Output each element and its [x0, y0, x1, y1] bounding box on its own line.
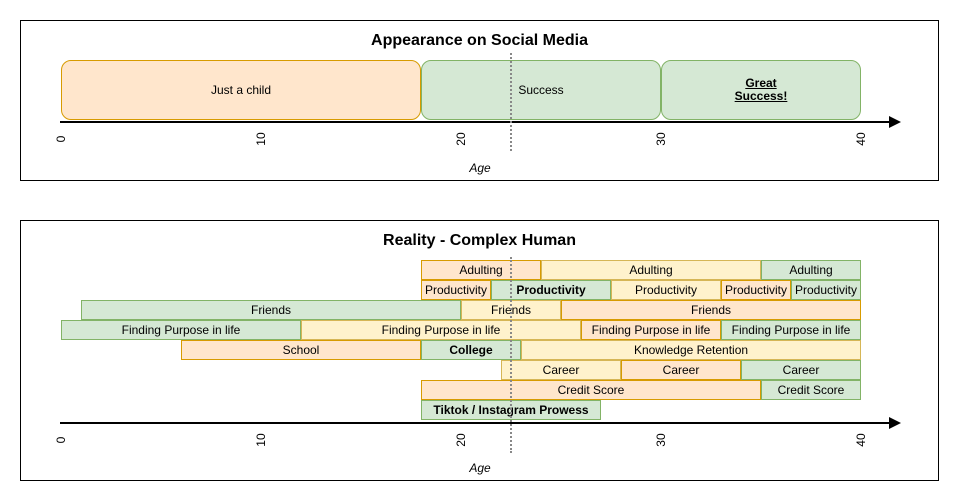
timeline-bar-friends: Friends — [561, 300, 861, 320]
timeline-bar-finding-purpose-in-life: Finding Purpose in life — [301, 320, 581, 340]
timeline-bar-finding-purpose-in-life: Finding Purpose in life — [721, 320, 861, 340]
current-age-marker — [510, 53, 512, 151]
panel-title: Appearance on Social Media — [371, 32, 588, 49]
bar-label: Productivity — [424, 282, 488, 297]
bar-label: Credit Score — [557, 382, 625, 397]
age-axis-line — [60, 121, 890, 123]
bar-label: Finding Purpose in life — [591, 322, 711, 337]
tick-label: 20 — [454, 132, 468, 146]
timeline-bar-finding-purpose-in-life: Finding Purpose in life — [61, 320, 301, 340]
axis-arrow-icon — [889, 417, 901, 429]
bar-label: Knowledge Retention — [633, 342, 749, 357]
bar-label: Finding Purpose in life — [381, 322, 501, 337]
tick-label: 10 — [254, 433, 268, 447]
bar-label: Tiktok / Instagram Prowess — [433, 402, 589, 417]
axis-arrow-icon — [889, 116, 901, 128]
timeline-bar-adulting: Adulting — [761, 260, 861, 280]
bar-label: Adulting — [789, 262, 833, 277]
bar-label: Friends — [690, 302, 731, 317]
bar-label: College — [449, 342, 493, 357]
bar-label: Finding Purpose in life — [121, 322, 241, 337]
tick-label: 0 — [54, 436, 68, 444]
timeline-bar-great-success: Great Success! — [661, 60, 861, 120]
timeline-bar-productivity: Productivity — [421, 280, 491, 300]
timeline-bar-productivity: Productivity — [791, 280, 861, 300]
bar-label: School — [282, 342, 320, 357]
bar-label: Career — [542, 362, 580, 377]
timeline-bar-career: Career — [501, 360, 621, 380]
timeline-bar-credit-score: Credit Score — [761, 380, 861, 400]
bar-label: Finding Purpose in life — [731, 322, 851, 337]
tick-label: 40 — [854, 433, 868, 447]
timeline-bar-finding-purpose-in-life: Finding Purpose in life — [581, 320, 721, 340]
bar-label: Productivity — [794, 282, 858, 297]
bar-label: Great Success! — [734, 76, 788, 103]
axis-label: Age — [469, 461, 491, 475]
timeline-bar-adulting: Adulting — [541, 260, 761, 280]
tick-label: 0 — [54, 135, 68, 143]
tick-label: 10 — [254, 132, 268, 146]
tick-label: 30 — [654, 132, 668, 146]
bar-label: Career — [782, 362, 820, 377]
bar-label: Productivity — [516, 282, 586, 297]
timeline-bar-friends: Friends — [81, 300, 461, 320]
tick-label: 20 — [454, 433, 468, 447]
bar-label: Career — [662, 362, 700, 377]
bar-label: Productivity — [724, 282, 788, 297]
timeline-bar-credit-score: Credit Score — [421, 380, 761, 400]
timeline-bar-college: College — [421, 340, 521, 360]
timeline-bar-just-a-child: Just a child — [61, 60, 421, 120]
tick-label: 40 — [854, 132, 868, 146]
current-age-marker — [510, 257, 512, 453]
timeline-bar-career: Career — [741, 360, 861, 380]
timeline-bar-knowledge-retention: Knowledge Retention — [521, 340, 861, 360]
timeline-bar-productivity: Productivity — [721, 280, 791, 300]
timeline-bar-career: Career — [621, 360, 741, 380]
bar-label: Success — [518, 82, 564, 97]
bar-label: Productivity — [634, 282, 698, 297]
bar-label: Friends — [250, 302, 291, 317]
timeline-bar-tiktok-instagram-prowess: Tiktok / Instagram Prowess — [421, 400, 601, 420]
bar-label: Just a child — [210, 82, 272, 97]
panel-title: Reality - Complex Human — [383, 232, 576, 249]
age-axis-line — [60, 422, 890, 424]
social-media-panel: Appearance on Social Media Just a child S… — [20, 20, 939, 181]
tick-label: 30 — [654, 433, 668, 447]
bar-label: Credit Score — [777, 382, 845, 397]
timeline-bar-success: Success — [421, 60, 661, 120]
timeline-bar-productivity: Productivity — [491, 280, 611, 300]
bar-label: Adulting — [459, 262, 503, 277]
reality-panel: Reality - Complex Human Adulting Adulting… — [20, 220, 939, 481]
timeline-bar-school: School — [181, 340, 421, 360]
axis-label: Age — [469, 161, 491, 175]
timeline-bar-adulting: Adulting — [421, 260, 541, 280]
timeline-bar-productivity: Productivity — [611, 280, 721, 300]
bar-label: Adulting — [629, 262, 673, 277]
